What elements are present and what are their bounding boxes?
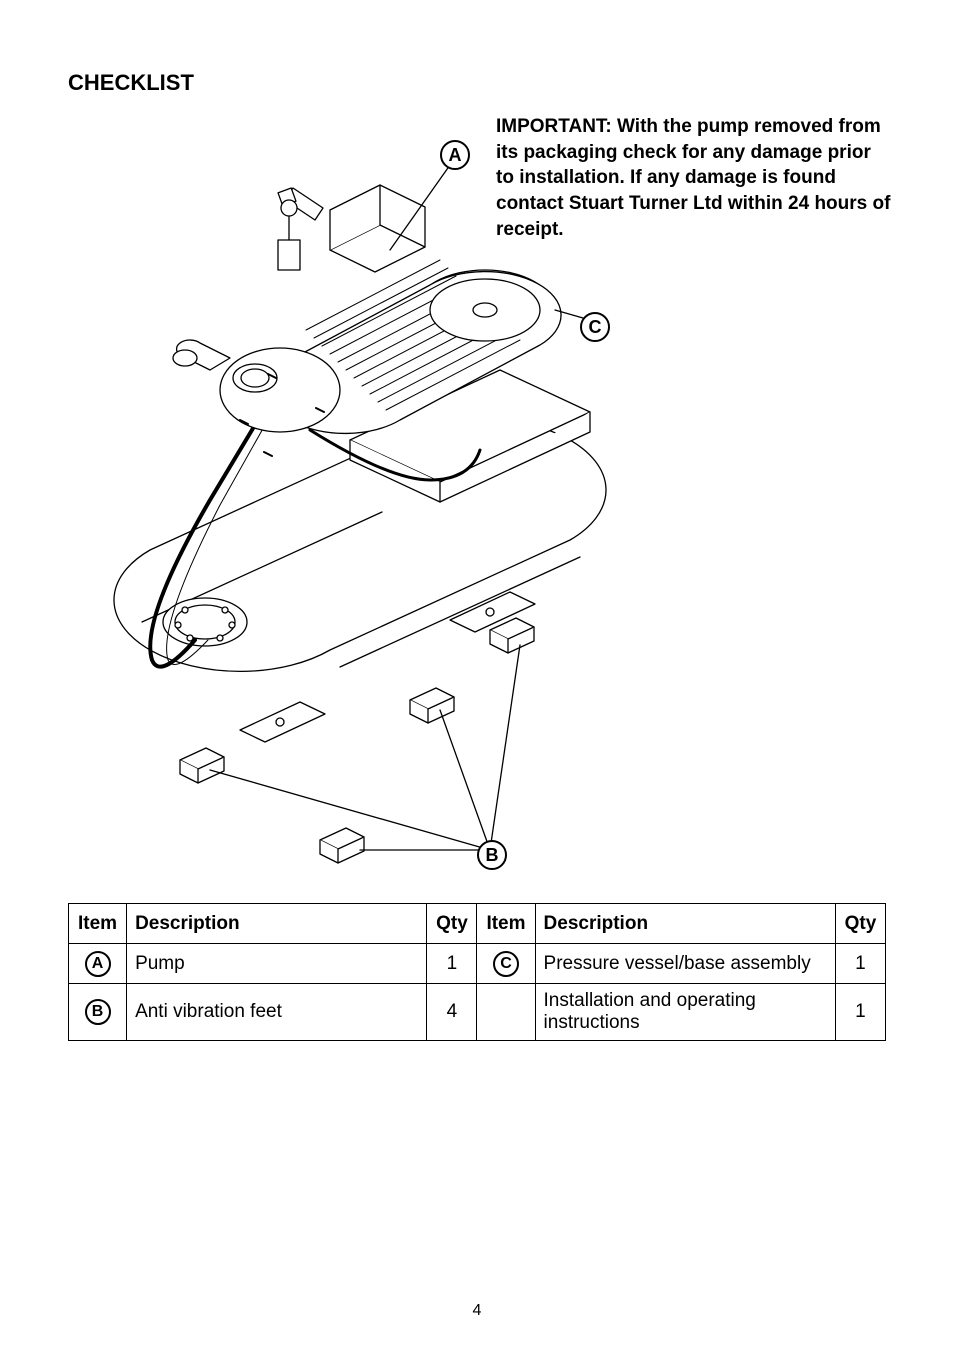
item-circle: C [493,951,519,977]
cell-qty: 4 [427,984,477,1041]
table-row: B Anti vibration feet 4 Installation and… [69,984,886,1041]
th-qty-2: Qty [835,904,885,944]
table-row: A Pump 1 C Pressure vessel/base assembly… [69,944,886,984]
th-desc-2: Description [535,904,835,944]
cell-desc: Installation and operating instructions [535,984,835,1041]
item-circle: B [85,999,111,1025]
item-circle: A [85,951,111,977]
cell-qty: 1 [835,944,885,984]
th-item-2: Item [477,904,535,944]
th-qty-1: Qty [427,904,477,944]
cell-desc: Anti vibration feet [127,984,427,1041]
callout-a: A [440,140,470,170]
exploded-diagram [90,120,630,890]
cell-qty: 1 [427,944,477,984]
cell-desc: Pressure vessel/base assembly [535,944,835,984]
callout-b: B [477,840,507,870]
page-heading: CHECKLIST [68,70,886,96]
page-number: 4 [0,1302,954,1320]
cell-qty: 1 [835,984,885,1041]
parts-table: Item Description Qty Item Description Qt… [68,903,886,1041]
cell-desc: Pump [127,944,427,984]
th-item-1: Item [69,904,127,944]
callout-c: C [580,312,610,342]
cell-empty [477,984,535,1041]
th-desc-1: Description [127,904,427,944]
